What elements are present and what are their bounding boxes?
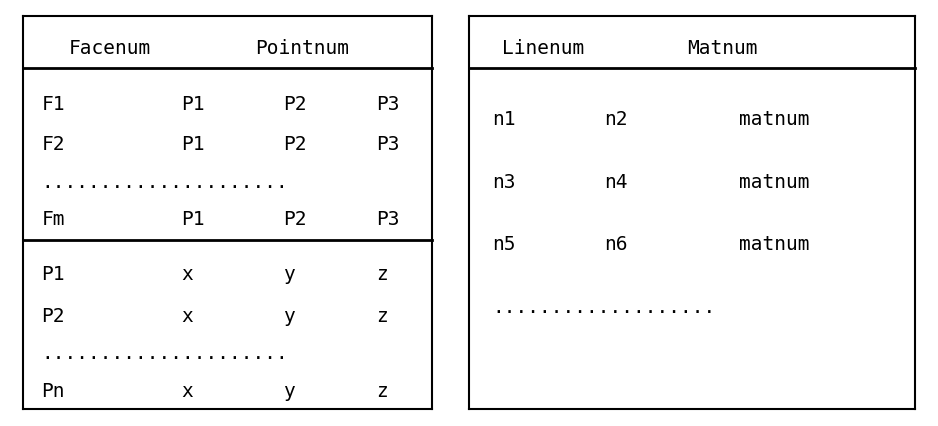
Text: F1: F1 [41, 95, 65, 114]
Text: P1: P1 [181, 210, 204, 229]
Text: x: x [181, 306, 192, 325]
Text: n5: n5 [492, 235, 516, 254]
Text: z: z [376, 264, 387, 283]
Text: n1: n1 [492, 109, 516, 129]
Text: Matnum: Matnum [688, 38, 758, 58]
Text: P2: P2 [283, 135, 307, 153]
Text: n3: n3 [492, 172, 516, 191]
Text: P2: P2 [283, 210, 307, 229]
Text: P3: P3 [376, 210, 400, 229]
Text: Facenum: Facenum [69, 38, 152, 58]
Text: matnum: matnum [738, 172, 809, 191]
Text: matnum: matnum [738, 235, 809, 254]
Text: y: y [283, 306, 295, 325]
Text: P3: P3 [376, 95, 400, 114]
Text: P1: P1 [181, 135, 204, 153]
Text: Pn: Pn [41, 381, 65, 400]
Text: Linenum: Linenum [502, 38, 583, 58]
Text: F2: F2 [41, 135, 65, 153]
Text: x: x [181, 264, 192, 283]
Text: .....................: ..................... [41, 343, 288, 363]
Text: P2: P2 [41, 306, 65, 325]
Text: x: x [181, 381, 192, 400]
Text: P3: P3 [376, 135, 400, 153]
Text: y: y [283, 264, 295, 283]
Text: matnum: matnum [738, 109, 809, 129]
Text: z: z [376, 381, 387, 400]
Text: y: y [283, 381, 295, 400]
Text: Fm: Fm [41, 210, 65, 229]
Text: .....................: ..................... [41, 172, 288, 191]
Text: Pointnum: Pointnum [255, 38, 349, 58]
Text: n6: n6 [604, 235, 628, 254]
Text: z: z [376, 306, 387, 325]
Text: n2: n2 [604, 109, 628, 129]
Text: P1: P1 [41, 264, 65, 283]
Text: P2: P2 [283, 95, 307, 114]
Text: P1: P1 [181, 95, 204, 114]
Text: ...................: ................... [492, 297, 716, 317]
Text: n4: n4 [604, 172, 628, 191]
